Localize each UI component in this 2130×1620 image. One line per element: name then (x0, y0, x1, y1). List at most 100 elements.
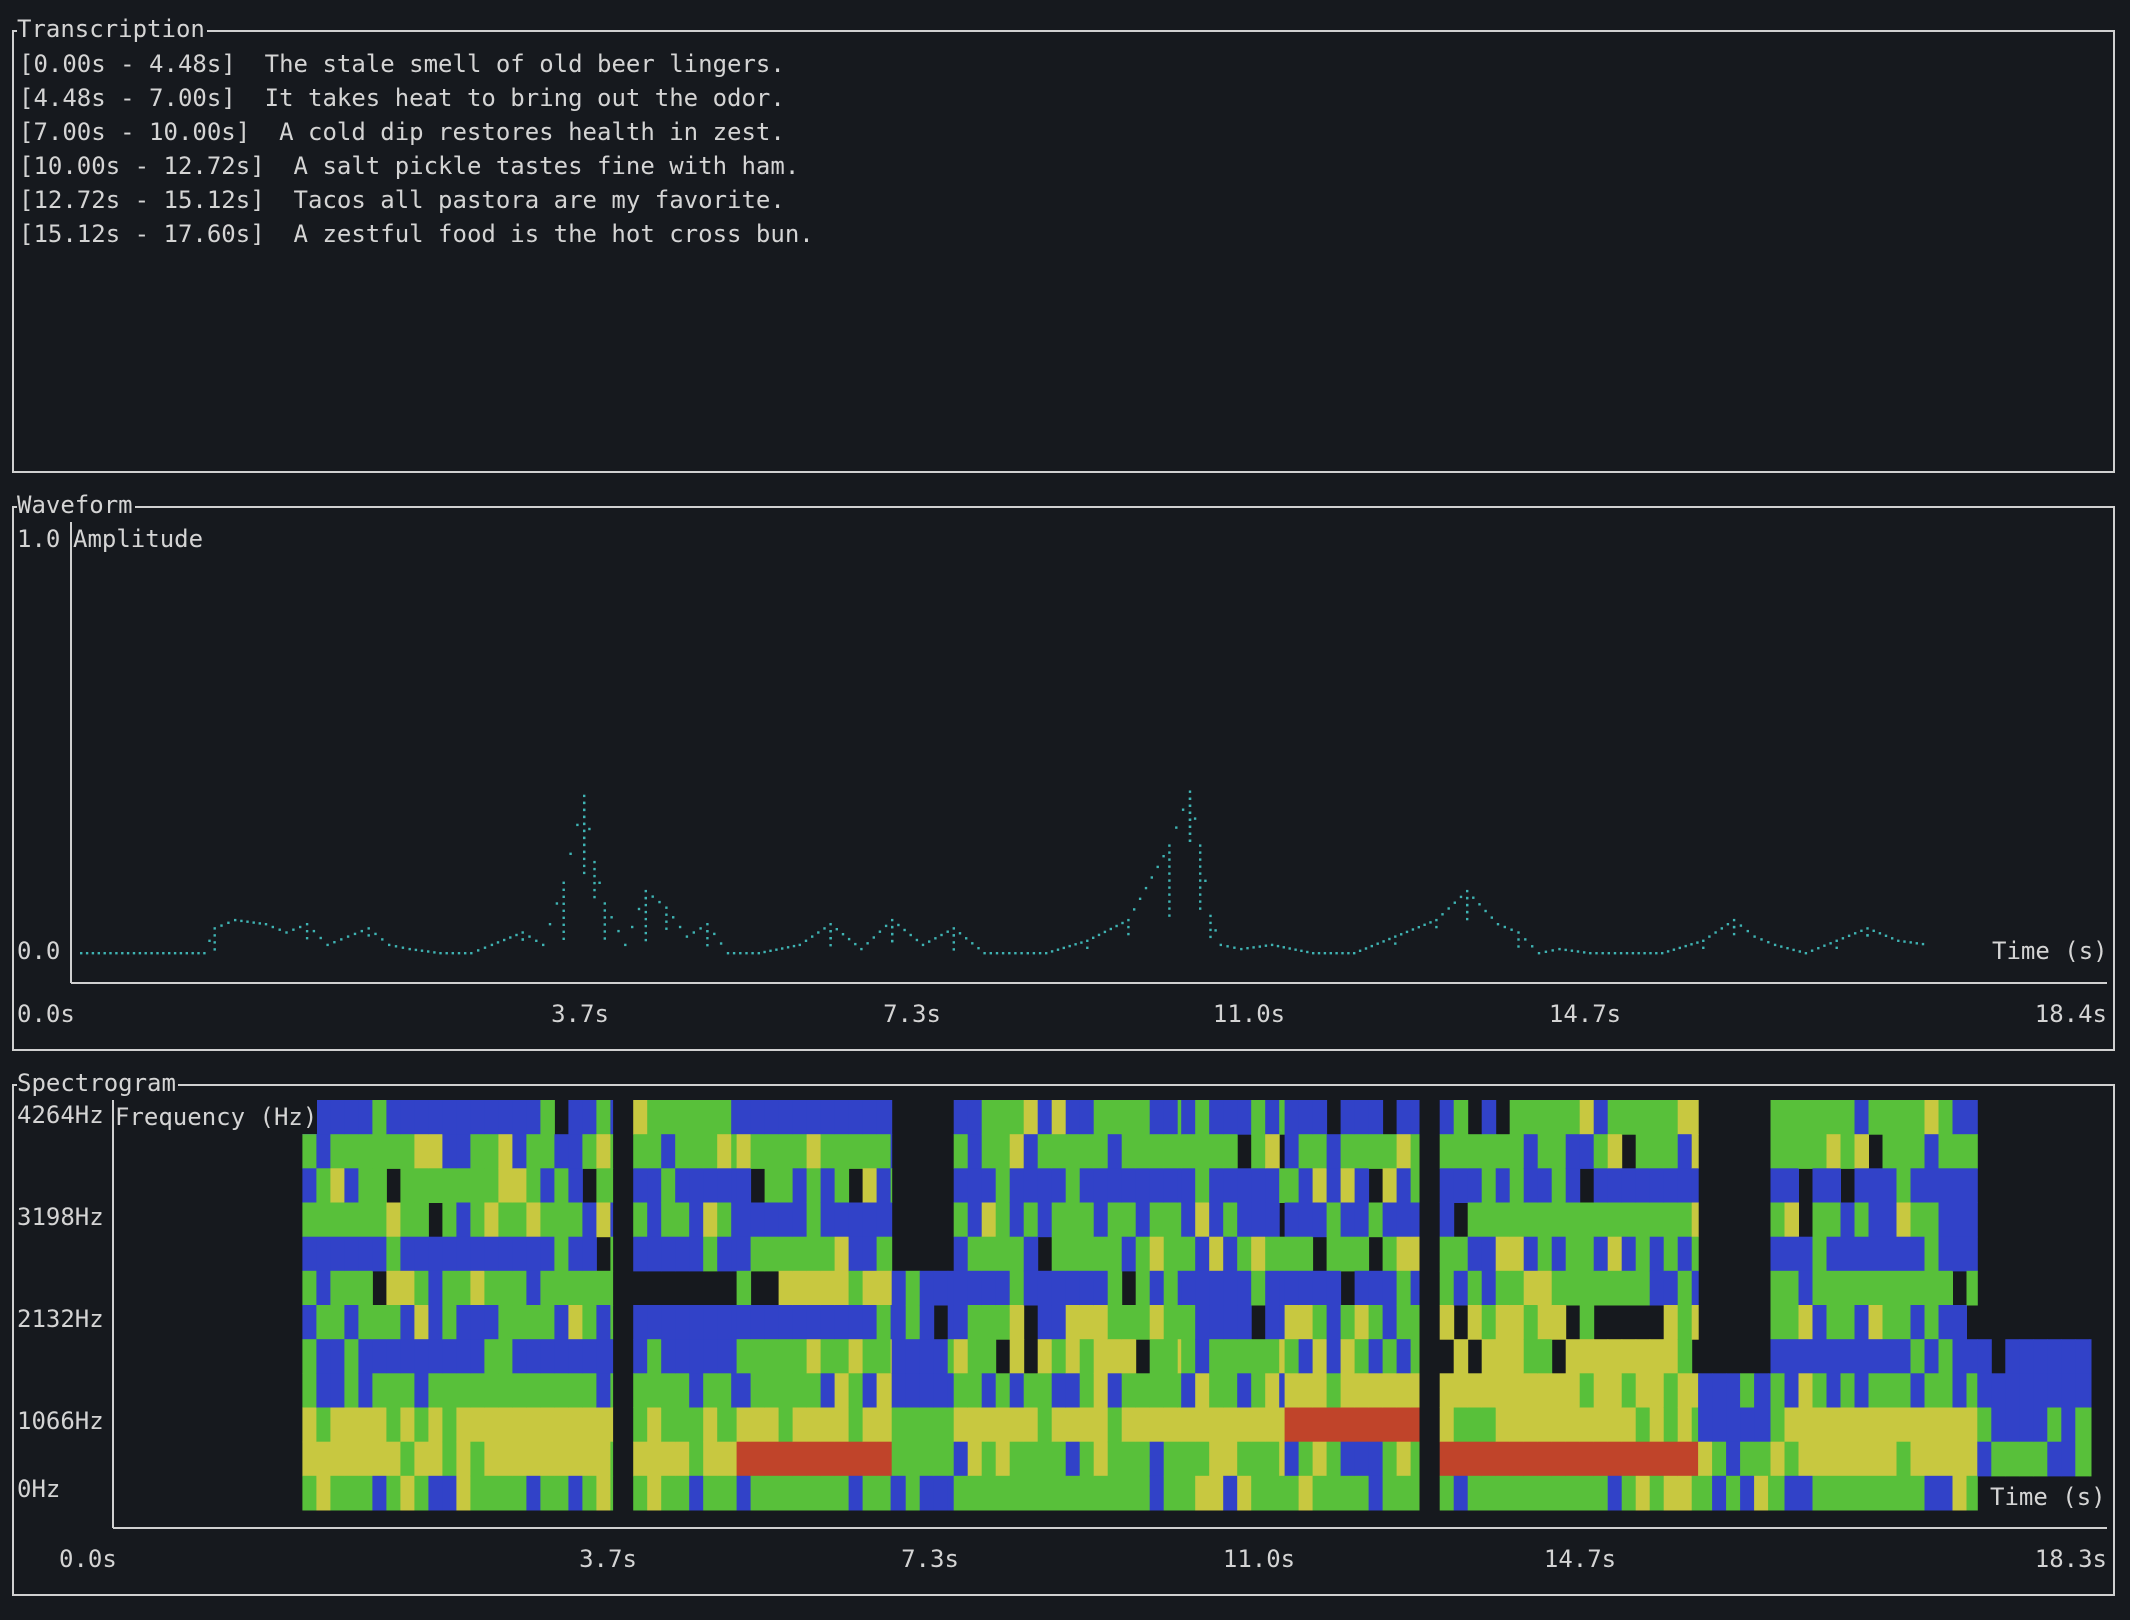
waveform-point (983, 952, 986, 955)
waveform-point (1678, 946, 1681, 950)
spectrogram-cell (750, 1373, 766, 1408)
spectrogram-cell (1279, 1475, 1286, 1511)
waveform-point (603, 937, 606, 940)
spectrogram-cell (2047, 1339, 2062, 1374)
transcription-panel: Transcription [0.00s - 4.48s] The stale … (12, 12, 2115, 473)
spectrogram-cell (1326, 1475, 1342, 1511)
spectrogram-cell (1509, 1407, 1525, 1443)
spectrogram-cell (2075, 1441, 2090, 1477)
waveform-point (1226, 945, 1229, 948)
spectrogram-cell (1023, 1202, 1039, 1238)
spectrogram-cell (1826, 1168, 1841, 1203)
waveform-point (562, 937, 565, 940)
spectrogram-cell (1966, 1134, 1978, 1169)
waveform-point (745, 952, 748, 955)
spectrogram-cell (1798, 1134, 1813, 1169)
spectrogram-cell (675, 1339, 690, 1374)
waveform-point (946, 930, 949, 933)
waveform-point (477, 949, 480, 952)
spectrogram-cell (633, 1339, 648, 1374)
spectrogram-cell (1691, 1236, 1699, 1272)
waveform-point (1199, 879, 1202, 882)
spectrogram-cell (568, 1407, 583, 1443)
spectrogram-cell (1065, 1202, 1081, 1238)
spectrogram-cell (1910, 1236, 1925, 1272)
spectrogram-cell (967, 1339, 983, 1374)
spectrogram-cell (1107, 1441, 1123, 1477)
spectrogram-cell (512, 1373, 527, 1408)
spectrogram-cell (1938, 1202, 1953, 1238)
spectrogram-cell (1326, 1168, 1342, 1203)
spectrogram-x-tick-label: 11.0s (1223, 1545, 1295, 1573)
waveform-point (1714, 931, 1717, 934)
waveform-point (644, 917, 647, 921)
spectrogram-cell (1410, 1339, 1420, 1374)
spectrogram-cell (1467, 1441, 1483, 1477)
waveform-point (1209, 914, 1212, 918)
spectrogram-cell (484, 1134, 499, 1169)
spectrogram-cell (1209, 1202, 1224, 1238)
spectrogram-cell (995, 1202, 1011, 1238)
waveform-point (726, 952, 730, 955)
spectrogram-cell (876, 1270, 892, 1306)
spectrogram-cell (731, 1134, 738, 1169)
waveform-point (583, 829, 586, 833)
spectrogram-cell (1882, 1407, 1897, 1443)
waveform-point (1068, 944, 1071, 948)
waveform-point (593, 867, 596, 871)
spectrogram-cell (1209, 1305, 1224, 1340)
waveform-point (1209, 928, 1212, 932)
spectrogram-cell (1181, 1407, 1196, 1443)
waveform-point (891, 925, 894, 929)
waveform-point (1188, 832, 1192, 835)
spectrogram-cell (2005, 1373, 2020, 1408)
waveform-point (928, 940, 931, 943)
spectrogram-cell (1621, 1373, 1637, 1408)
spectrogram-cell (1495, 1305, 1511, 1340)
spectrogram-cell (1607, 1168, 1623, 1203)
spectrogram-cell (717, 1236, 732, 1272)
spectrogram-cell (1663, 1305, 1679, 1340)
spectrogram-cell (442, 1100, 457, 1135)
spectrogram-cell (1966, 1339, 1978, 1374)
spectrogram-cell (1691, 1134, 1699, 1169)
spectrogram-cell (1607, 1407, 1623, 1443)
spectrogram-cell (1565, 1134, 1581, 1169)
spectrogram-panel: Spectrogram 4264Hz 3198Hz 2132Hz 1066Hz 0Hz 0… (12, 1066, 2115, 1596)
waveform-point (1364, 947, 1368, 950)
spectrogram-cell (1798, 1475, 1813, 1511)
waveform-point (97, 952, 100, 955)
spectrogram-cell (330, 1339, 345, 1374)
waveform-point (1872, 929, 1875, 932)
spectrogram-cell (1924, 1202, 1939, 1238)
spectrogram-cell (1279, 1305, 1286, 1340)
spectrogram-cell (953, 1134, 969, 1169)
spectrogram-cell (1910, 1305, 1925, 1340)
spectrogram-cell (1840, 1100, 1855, 1135)
spectrogram-cell (512, 1407, 527, 1443)
spectrogram-cell (919, 1441, 935, 1477)
waveform-point (1909, 941, 1912, 944)
spectrogram-cell (1354, 1202, 1370, 1238)
waveform-point (1168, 851, 1171, 854)
spectrogram-cell (778, 1134, 794, 1169)
spectrogram-cell (1977, 1373, 1992, 1408)
spectrogram-cell (1037, 1373, 1053, 1408)
spectrogram-cell (876, 1202, 892, 1238)
spectrogram-cell (1181, 1270, 1196, 1306)
spectrogram-cell (1593, 1441, 1609, 1477)
spectrogram-cell (1495, 1236, 1511, 1272)
spectrogram-cell (456, 1407, 471, 1443)
spectrogram-cell (1924, 1407, 1939, 1443)
waveform-point (952, 934, 955, 937)
spectrogram-cell (1868, 1339, 1883, 1374)
spectrogram-cell (372, 1134, 387, 1169)
spectrogram-cell (778, 1339, 794, 1374)
spectrogram-cell (512, 1305, 527, 1340)
spectrogram-cell (2019, 1441, 2034, 1477)
spectrogram-cell (1481, 1270, 1497, 1306)
waveform-point (829, 937, 832, 940)
spectrogram-cell (647, 1373, 662, 1408)
spectrogram-cell (2089, 1441, 2092, 1477)
waveform-point (1014, 952, 1017, 955)
